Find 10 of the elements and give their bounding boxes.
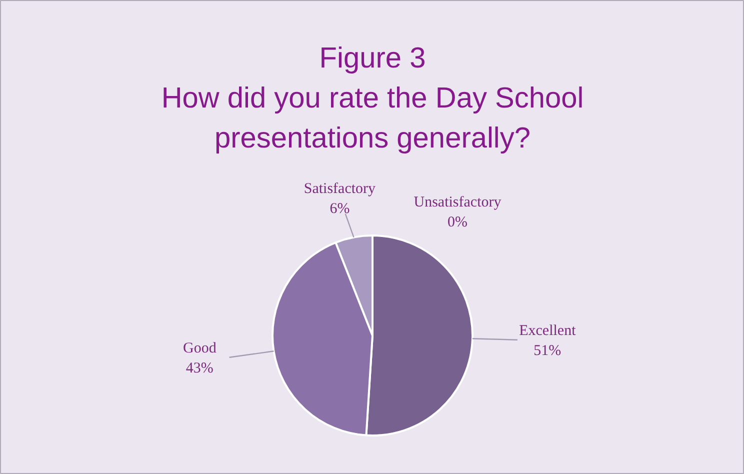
text: 0% [448, 214, 468, 230]
data-label: 6% [330, 200, 350, 217]
chart-subtitle: How did you rate the Day School presentations generally? [161, 82, 584, 154]
slice-label: Satisfactory [304, 180, 376, 197]
slice-label: Good [182, 340, 217, 356]
chart-title: Figure 3 [319, 42, 426, 74]
category-label: Unsatisfactory [414, 194, 502, 210]
slice-label: Excellent [519, 322, 577, 339]
data-label: 51% [534, 342, 562, 359]
data-label: 43% [186, 360, 214, 376]
